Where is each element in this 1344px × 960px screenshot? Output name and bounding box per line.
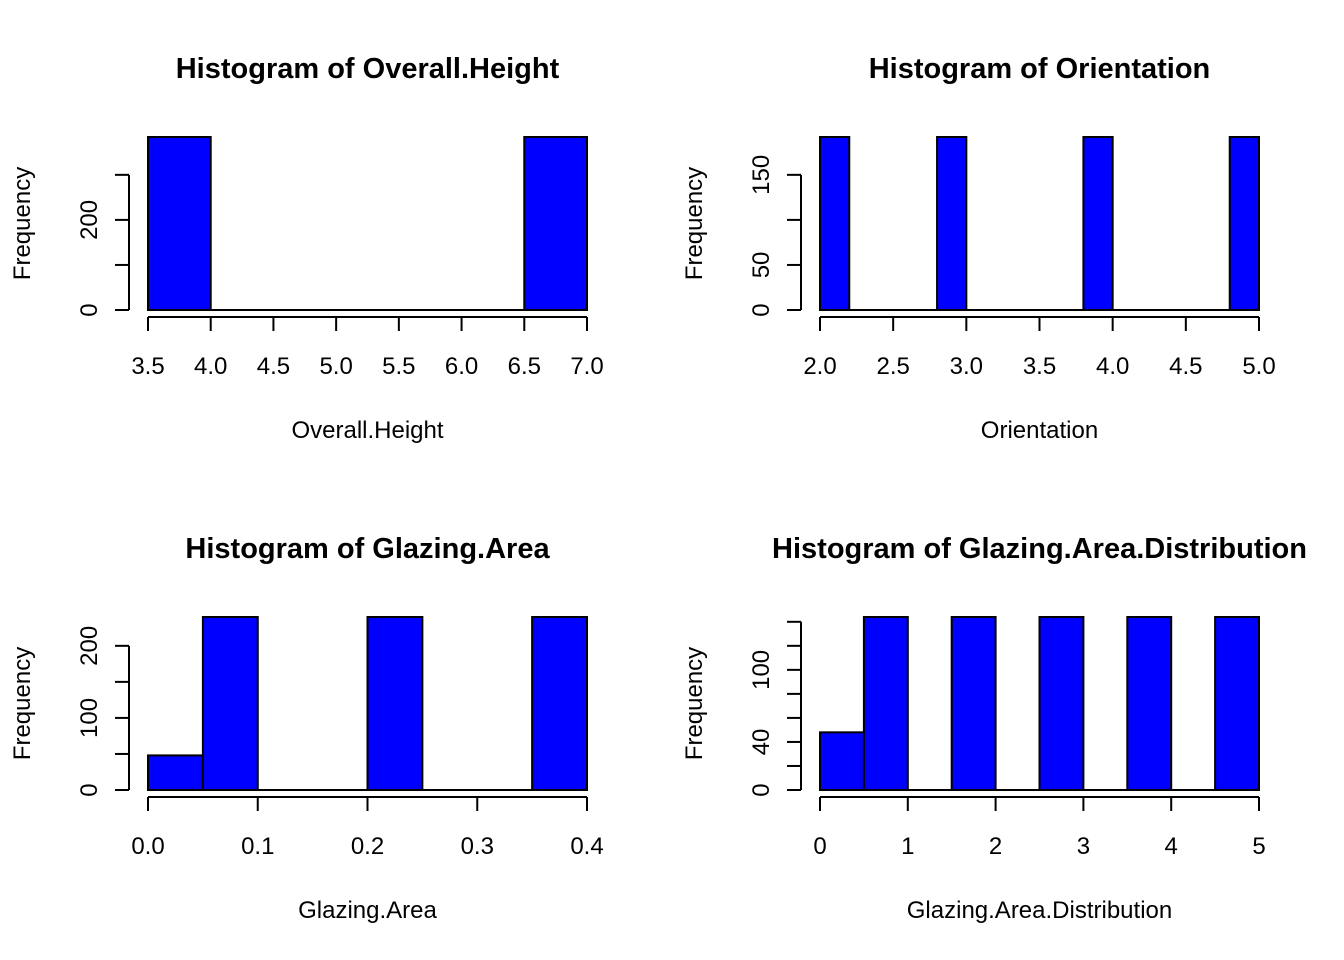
x-tick-label: 2.5 xyxy=(876,353,909,380)
x-tick-label: 5.5 xyxy=(382,353,415,380)
histogram-bar xyxy=(201,616,259,791)
chart-title: Histogram of Glazing.Area xyxy=(185,533,550,565)
histogram-bar xyxy=(819,731,865,791)
x-tick-label: 2 xyxy=(989,833,1002,860)
histogram-bar xyxy=(366,616,424,791)
histogram-bar xyxy=(862,616,909,791)
x-tick-label: 3.0 xyxy=(950,353,983,380)
chart-title: Histogram of Overall.Height xyxy=(176,53,560,85)
histogram-panel-3: Histogram of Glazing.Area 0.0 0.1 0.2 0.3 0.4… xyxy=(9,533,604,924)
y-tick-label: 0 xyxy=(748,303,775,316)
histogram-bar xyxy=(1214,616,1260,791)
x-tick-label: 1 xyxy=(901,833,914,860)
x-tick-label: 4 xyxy=(1165,833,1178,860)
y-tick-label: 200 xyxy=(76,200,103,240)
x-tick-label: 3 xyxy=(1077,833,1090,860)
y-tick-label: 40 xyxy=(748,729,775,756)
x-axis-label: Orientation xyxy=(981,417,1098,444)
x-tick-label: 6.5 xyxy=(508,353,541,380)
x-tick-label: 6.0 xyxy=(445,353,478,380)
histogram-bar xyxy=(1038,616,1085,791)
y-axis-label: Frequency xyxy=(681,167,708,280)
y-tick-label: 50 xyxy=(748,252,775,279)
histogram-bar xyxy=(1126,616,1173,791)
x-tick-label: 0.4 xyxy=(570,833,603,860)
y-tick-label: 100 xyxy=(76,698,103,738)
y-tick-label: 0 xyxy=(76,303,103,316)
y-tick-label: 0 xyxy=(748,783,775,796)
x-tick-label: 0.1 xyxy=(241,833,274,860)
x-tick-label: 5 xyxy=(1252,833,1265,860)
histogram-panel-2: Histogram of Orientation 2.0 2.5 3.0 3.5 4.0 4… xyxy=(681,53,1276,444)
histogram-bar xyxy=(523,136,588,311)
x-tick-label: 4.5 xyxy=(257,353,290,380)
histogram-bar xyxy=(147,136,212,311)
y-axis-label: Frequency xyxy=(681,647,708,760)
x-axis-label: Glazing.Area xyxy=(298,897,437,924)
histogram-panel-1: Histogram of Overall.Height 3.5 4.0 4.5 5.0 5… xyxy=(9,53,604,444)
x-tick-label: 4.0 xyxy=(194,353,227,380)
x-tick-label: 7.0 xyxy=(570,353,603,380)
x-tick-label: 5.0 xyxy=(319,353,352,380)
histogram-bar xyxy=(936,136,968,311)
histogram-bar xyxy=(531,616,588,791)
y-tick-label: 150 xyxy=(748,155,775,195)
x-tick-label: 0.0 xyxy=(131,833,164,860)
x-tick-label: 3.5 xyxy=(131,353,164,380)
histogram-bar xyxy=(819,136,851,311)
x-tick-label: 0.2 xyxy=(351,833,384,860)
x-tick-label: 0.3 xyxy=(461,833,494,860)
x-axis-label: Glazing.Area.Distribution xyxy=(907,897,1172,924)
y-axis-label: Frequency xyxy=(9,647,36,760)
x-tick-label: 5.0 xyxy=(1242,353,1275,380)
y-tick-label: 200 xyxy=(76,626,103,666)
x-tick-label: 0 xyxy=(813,833,826,860)
histogram-bar xyxy=(147,754,204,792)
x-axis-label: Overall.Height xyxy=(291,417,443,444)
y-axis-label: Frequency xyxy=(9,167,36,280)
histogram-bar xyxy=(950,616,997,791)
x-tick-label: 4.5 xyxy=(1169,353,1202,380)
x-tick-label: 4.0 xyxy=(1096,353,1129,380)
chart-title: Histogram of Orientation xyxy=(869,53,1211,85)
x-tick-label: 3.5 xyxy=(1023,353,1056,380)
y-tick-label: 0 xyxy=(76,783,103,796)
x-tick-label: 2.0 xyxy=(803,353,836,380)
histogram-panel-4: Histogram of Glazing.Area.Distribution 0 1… xyxy=(681,533,1307,924)
histogram-bar xyxy=(1228,136,1260,311)
chart-title: Histogram of Glazing.Area.Distribution xyxy=(772,533,1307,565)
histogram-bar xyxy=(1082,136,1114,311)
y-tick-label: 100 xyxy=(748,650,775,690)
